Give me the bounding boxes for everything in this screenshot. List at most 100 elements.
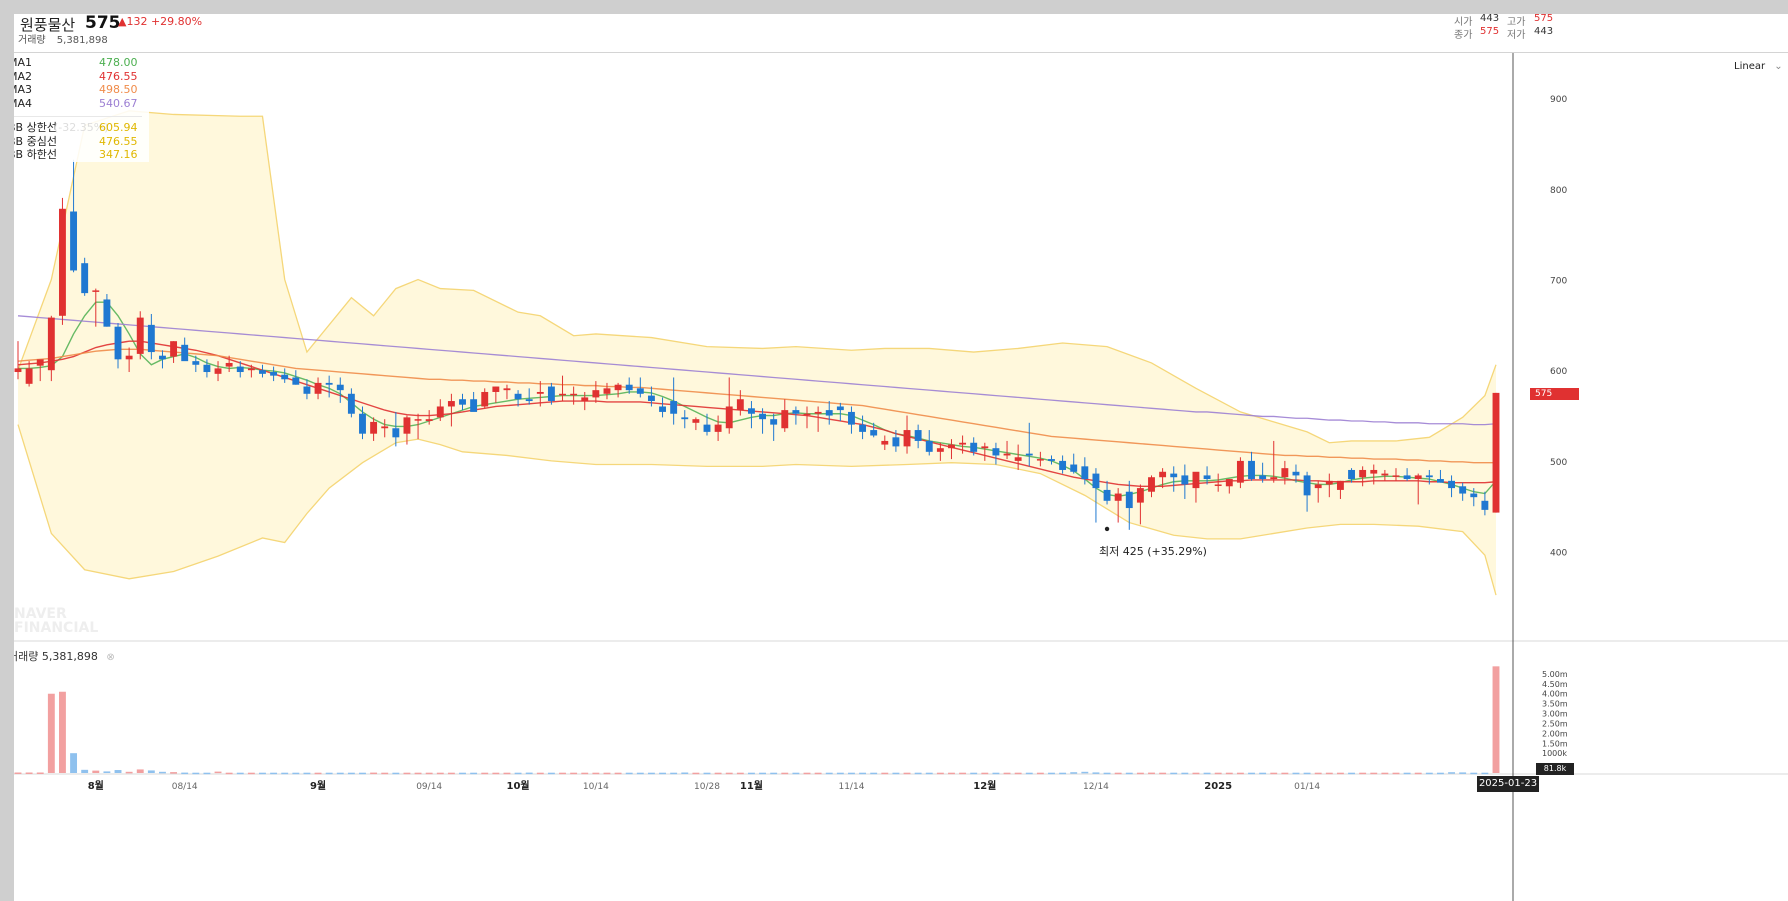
legend-ma4: MA4540.67 (14, 96, 138, 110)
volume-bar (1081, 771, 1089, 774)
candle-body (1114, 493, 1122, 501)
candle (814, 406, 822, 432)
price-tick-label: 700 (1550, 277, 1567, 287)
candle (636, 377, 644, 398)
candle (270, 366, 278, 382)
candle (1203, 466, 1211, 485)
time-axis-label: 01/14 (1294, 782, 1320, 792)
candle (736, 390, 744, 416)
candle (192, 355, 200, 373)
volume-bar (1414, 772, 1422, 775)
volume-bar (1036, 772, 1044, 775)
candle (1392, 468, 1400, 481)
candle-body (1203, 475, 1211, 480)
volume-bar (959, 772, 967, 775)
candle (1336, 480, 1344, 499)
candle (1381, 469, 1389, 481)
volume-bar (848, 772, 855, 775)
candle-body (1459, 486, 1467, 494)
volume-bar (536, 772, 544, 775)
candle-body (1470, 493, 1478, 498)
candle-body (559, 393, 566, 396)
candle-body (347, 393, 355, 414)
candle (1248, 451, 1255, 481)
volume-bar (59, 691, 66, 773)
stock-price: 575 (85, 14, 121, 33)
candle-body (114, 326, 122, 360)
volume-bar (1381, 772, 1389, 775)
candle (1459, 482, 1467, 501)
volume-bar (170, 772, 178, 774)
candle (1048, 455, 1055, 465)
candle-body (59, 208, 66, 316)
price-chart[interactable]: 400 500 600 700 800 900 5.00m4.50m4.00m3.50m3.… (14, 14, 1788, 901)
candle-body (881, 440, 889, 445)
candle-body (1270, 477, 1278, 480)
volume-bar (336, 772, 344, 775)
candle-body (492, 386, 500, 392)
volume-bar (247, 772, 255, 775)
volume-bar (25, 772, 33, 775)
candle-body (1448, 480, 1455, 489)
chart-frame: 400 500 600 700 800 900 5.00m 4.50m 4.00m 3.50m 3.… (14, 14, 1788, 901)
candle-body (703, 424, 711, 432)
time-axis-label: 10/28 (694, 782, 720, 792)
lowest-price-annotation: 최저 425 (+35.29%) (1099, 545, 1207, 558)
volume-bar (759, 772, 767, 775)
candle (392, 411, 400, 447)
volume-bar (392, 772, 400, 775)
volume-bar (892, 772, 900, 775)
candle-body (159, 355, 166, 360)
candle (781, 399, 789, 432)
close-icon[interactable]: ⊗ (106, 652, 115, 663)
candle-body (570, 393, 578, 396)
volume-bar (492, 772, 500, 775)
scale-mode-label: Linear (1734, 61, 1766, 72)
volume-bar (781, 772, 789, 775)
candle-body (1236, 460, 1244, 483)
volume-bar (547, 772, 555, 775)
volume-bar (881, 772, 889, 775)
candle (70, 159, 78, 273)
volume-bar (1248, 772, 1255, 775)
volume-bar (670, 772, 678, 775)
time-axis-label: 11/14 (838, 782, 864, 792)
candle (59, 197, 66, 325)
time-axis-label: 8월 (88, 780, 104, 792)
candle (425, 410, 433, 425)
candle (992, 442, 1000, 465)
volume-bar (1092, 772, 1100, 774)
volume-bar (1459, 772, 1467, 774)
volume-bar (236, 772, 244, 775)
candle (1136, 484, 1144, 525)
candle (714, 415, 722, 441)
candle-body (447, 401, 455, 407)
scale-mode-toggle[interactable]: Linear ⌄ (1734, 61, 1783, 72)
candle-body (1370, 469, 1378, 474)
candle-body (1392, 475, 1400, 477)
candle-body (370, 421, 378, 434)
volume-bar (1170, 772, 1178, 775)
candle (347, 388, 355, 418)
volume-bar (1214, 772, 1222, 775)
volume-bar (1359, 772, 1367, 775)
volume-bar (292, 772, 300, 775)
candle-body (1481, 500, 1489, 510)
chevron-down-icon: ⌄ (1774, 61, 1783, 72)
volume-bar (614, 772, 622, 775)
candle-body (192, 361, 200, 365)
volume-bar (659, 772, 666, 775)
candle-body (747, 408, 755, 414)
candle-body (1381, 473, 1389, 476)
candle-body (1214, 484, 1222, 486)
candle-body (836, 406, 844, 411)
volume-bar (1192, 772, 1200, 775)
volume-tick-label: 3.00m (1542, 710, 1568, 719)
current-price-badge: 575 (1530, 388, 1579, 400)
candle-body (103, 299, 111, 327)
candle-body (1125, 491, 1133, 509)
volume-bar (936, 772, 944, 775)
candle (1014, 444, 1022, 470)
volume-bar (14, 772, 22, 775)
naver-financial-watermark: NAVER FINANCIAL (14, 606, 99, 636)
